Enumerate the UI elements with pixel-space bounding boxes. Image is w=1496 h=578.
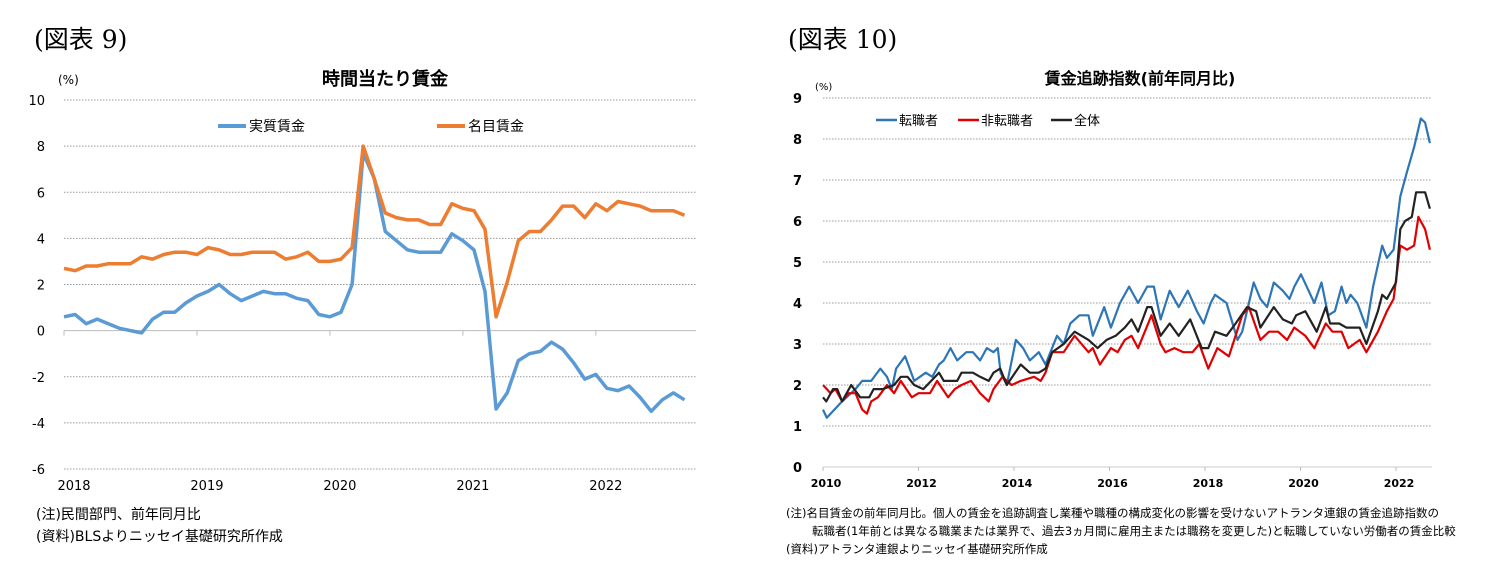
hourly-wage-chart: 時間当たり賃金 (%) -6 -4 -2 0 2 4 6 8 10 2018 2019 2020 202… [28, 68, 696, 494]
figure-10-note-continued: 転職者(1年前とは異なる職業または業界で、過去3ヵ月間に雇用主または職務を変更し… [812, 524, 1456, 538]
y-tick-label: 9 [793, 92, 802, 107]
y-tick-label: -4 [32, 417, 45, 432]
y-tick-label: 4 [37, 232, 45, 247]
y-tick-label: 6 [37, 186, 45, 201]
x-tick-label: 2022 [589, 479, 622, 494]
y-tick-label: 2 [37, 279, 45, 294]
legend-label-nominal-wage: 名目賃金 [468, 119, 524, 135]
x-tick-label: 2020 [1288, 477, 1319, 490]
y-tick-label: 8 [37, 140, 45, 155]
y-tick-label: 6 [793, 215, 802, 230]
series-line-非転職者 [822, 215, 1431, 415]
figure-10-note: (注)名目賃金の前年同月比。個人の賃金を追跡調査し業種や職種の構成変化の影響を受… [786, 506, 1439, 520]
y-tick-label: 7 [793, 174, 802, 189]
series-line-実質賃金 [63, 151, 686, 414]
legend-label-real-wage: 実質賃金 [249, 119, 305, 135]
series-line-全体 [822, 191, 1431, 403]
series-line-名目賃金 [63, 144, 686, 319]
y-tick-label: 5 [793, 256, 802, 271]
y-tick-label: 0 [793, 461, 802, 476]
figure-9-note: (注)民間部門、前年同月比 [36, 507, 201, 523]
legend: 実質賃金 名目賃金 [218, 119, 524, 135]
y-unit-label: (%) [58, 73, 79, 87]
x-tick-label: 2016 [1097, 477, 1128, 490]
x-tick-label: 2021 [456, 479, 489, 494]
y-tick-label: 8 [793, 133, 802, 148]
figure-9-source: (資料)BLSよりニッセイ基礎研究所作成 [36, 529, 283, 545]
y-tick-label: 2 [793, 379, 802, 394]
legend-label-overall: 全体 [1074, 113, 1100, 129]
x-tick-label: 2019 [190, 479, 223, 494]
legend-label-job-stayers: 非転職者 [981, 114, 1033, 129]
chart-title: 時間当たり賃金 [322, 68, 449, 90]
x-tick-label: 2012 [906, 477, 937, 490]
y-tick-label: 10 [28, 94, 45, 109]
y-unit-label: (%) [815, 82, 832, 93]
legend: 転職者 非転職者 全体 [876, 113, 1100, 129]
series-line-転職者 [822, 117, 1431, 419]
legend-label-job-switchers: 転職者 [899, 114, 938, 129]
chart-title: 賃金追跡指数(前年同月比) [1044, 69, 1236, 88]
y-tick-label: -6 [32, 463, 45, 478]
x-tick-label: 2010 [811, 477, 842, 490]
y-tick-label: -2 [32, 371, 45, 386]
x-tick-label: 2022 [1384, 477, 1415, 490]
y-tick-label: 0 [37, 325, 45, 340]
y-tick-label: 4 [793, 297, 802, 312]
y-tick-label: 3 [793, 338, 802, 353]
x-tick-label: 2018 [57, 479, 90, 494]
y-tick-label: 1 [793, 420, 802, 435]
x-tick-label: 2020 [323, 479, 356, 494]
x-tick-label: 2014 [1002, 477, 1033, 490]
wage-tracker-chart: 賃金追跡指数(前年同月比) (%) 0 1 2 3 4 5 6 7 8 9 2010 2012 2014… [793, 69, 1432, 490]
figure-9-label: (図表 9) [34, 25, 128, 54]
figure-10-label: (図表 10) [788, 25, 898, 54]
x-tick-label: 2018 [1193, 477, 1224, 490]
figure-10-source: (資料)アトランタ連銀よりニッセイ基礎研究所作成 [786, 542, 1048, 556]
